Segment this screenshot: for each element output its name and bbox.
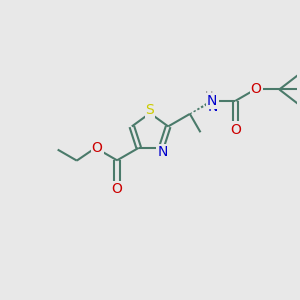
Text: O: O — [250, 82, 262, 96]
Text: O: O — [230, 122, 241, 136]
Text: O: O — [92, 141, 103, 155]
Text: S: S — [146, 103, 154, 117]
Text: N: N — [158, 145, 168, 159]
Text: H: H — [205, 91, 213, 100]
Text: H: H — [208, 94, 218, 106]
Text: O: O — [112, 182, 122, 196]
Text: N: N — [208, 100, 218, 114]
Text: N: N — [206, 94, 217, 108]
